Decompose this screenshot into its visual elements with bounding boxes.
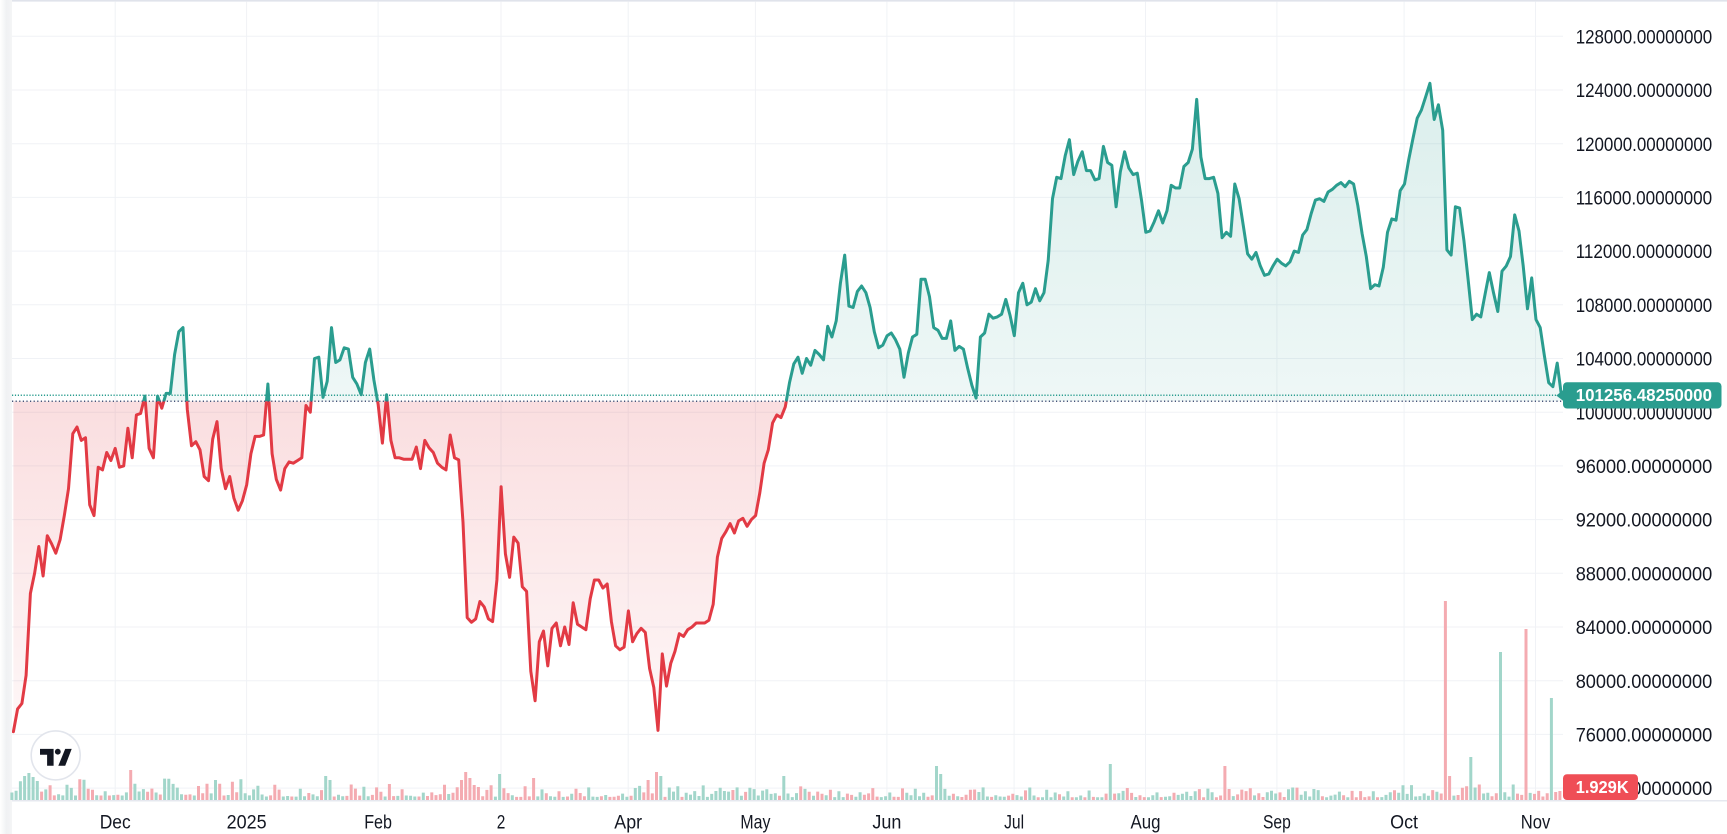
svg-text:Jul: Jul	[1004, 812, 1024, 833]
svg-text:Feb: Feb	[364, 812, 392, 833]
svg-text:80000.00000000: 80000.00000000	[1576, 671, 1713, 693]
svg-text:Nov: Nov	[1521, 812, 1551, 833]
svg-text:116000.00000000: 116000.00000000	[1576, 188, 1713, 210]
svg-text:96000.00000000: 96000.00000000	[1576, 456, 1713, 478]
svg-text:Sep: Sep	[1263, 812, 1291, 833]
svg-text:92000.00000000: 92000.00000000	[1576, 510, 1713, 532]
svg-text:124000.00000000: 124000.00000000	[1576, 80, 1713, 102]
svg-text:May: May	[740, 812, 770, 833]
svg-text:101256.48250000: 101256.48250000	[1576, 385, 1713, 405]
svg-text:104000.00000000: 104000.00000000	[1576, 349, 1713, 371]
svg-text:2025: 2025	[227, 812, 267, 833]
svg-text:Dec: Dec	[100, 812, 131, 833]
svg-text:1.929K: 1.929K	[1576, 777, 1629, 797]
svg-text:Jun: Jun	[872, 812, 901, 833]
svg-text:Apr: Apr	[614, 812, 642, 833]
svg-text:88000.00000000: 88000.00000000	[1576, 563, 1713, 585]
svg-text:120000.00000000: 120000.00000000	[1576, 134, 1713, 156]
svg-text:2: 2	[497, 812, 506, 833]
svg-text:76000.00000000: 76000.00000000	[1576, 725, 1713, 747]
svg-text:84000.00000000: 84000.00000000	[1576, 617, 1713, 639]
svg-text:128000.00000000: 128000.00000000	[1576, 26, 1713, 48]
svg-text:108000.00000000: 108000.00000000	[1576, 295, 1713, 317]
svg-text:112000.00000000: 112000.00000000	[1576, 241, 1713, 263]
svg-text:Oct: Oct	[1390, 812, 1419, 833]
svg-text:Aug: Aug	[1131, 812, 1161, 833]
